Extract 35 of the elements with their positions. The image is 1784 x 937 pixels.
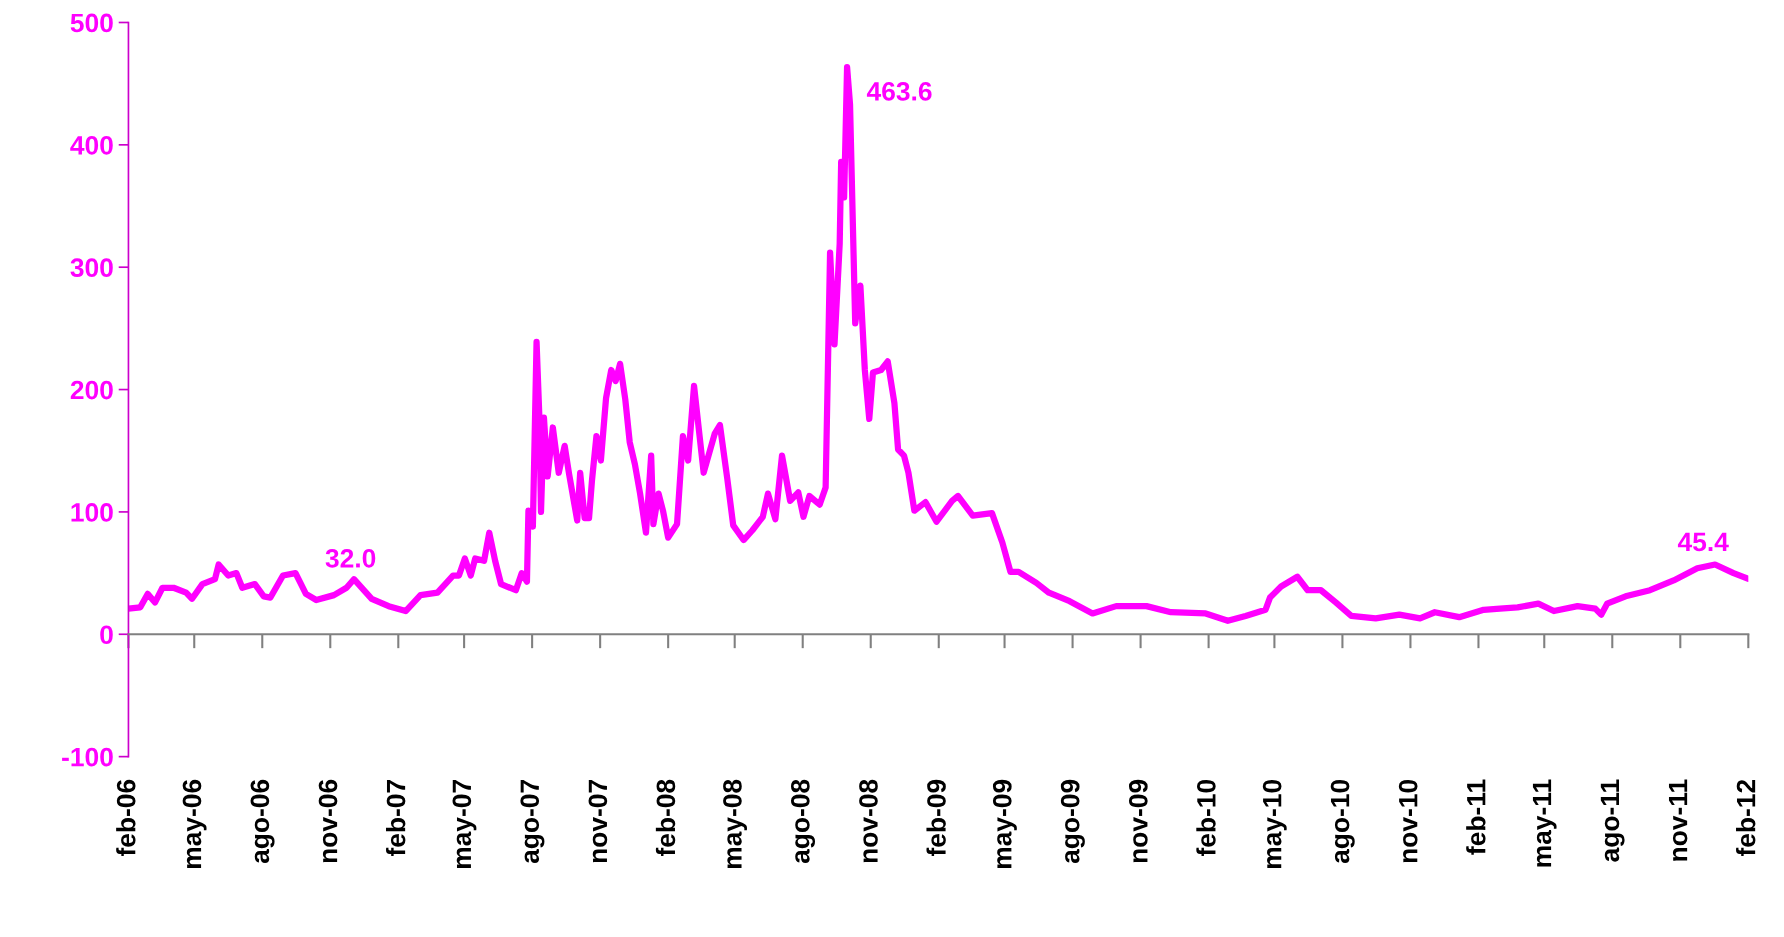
x-tick-label: nov-07: [588, 780, 608, 863]
x-tick-label: ago-11: [1600, 779, 1625, 862]
x-tick-label: feb-08: [655, 779, 676, 857]
x-tick-label: ago-10: [1330, 779, 1355, 864]
x-tick-label: feb-12: [1736, 779, 1756, 857]
y-tick-label: -100: [62, 747, 113, 767]
y-tick-label: 500: [70, 13, 113, 33]
x-tick-label: nov-09: [1128, 779, 1148, 863]
x-tick-label: may-08: [723, 779, 747, 869]
x-tick-label: may-09: [992, 779, 1017, 869]
x-tick-label: feb-11: [1466, 779, 1486, 855]
x-tick-label: feb-06: [116, 779, 136, 857]
annotation: 45.4: [1677, 532, 1729, 552]
x-tick-label: feb-09: [926, 779, 946, 857]
x-tick-label: may-06: [182, 779, 207, 869]
y-tick-label: 400: [70, 135, 113, 155]
annotation: 32.0: [325, 548, 376, 568]
x-tick-label: nov-06: [318, 779, 338, 863]
x-tick-label: may-11: [1532, 779, 1557, 867]
y-tick-label: 200: [70, 380, 113, 400]
x-tick-label: ago-08: [791, 779, 816, 864]
x-tick-label: ago-09: [1060, 779, 1085, 864]
x-tick-label: nov-10: [1398, 779, 1418, 863]
x-tick-label: nov-11: [1668, 779, 1688, 861]
x-tick-label: ago-06: [250, 779, 275, 864]
x-tick-label: nov-08: [859, 779, 878, 863]
y-tick-label: 100: [71, 503, 113, 522]
x-tick-label: feb-10: [1196, 779, 1216, 857]
x-tick-label: may-10: [1262, 779, 1287, 869]
x-tick-label: may-07: [452, 780, 477, 869]
x-tick-label: feb-07: [386, 780, 406, 857]
annotation: 463.6: [866, 82, 932, 101]
x-tick-label: ago-07: [520, 780, 545, 864]
y-tick-label: 0: [100, 625, 113, 645]
y-tick-label: 300: [70, 258, 113, 278]
